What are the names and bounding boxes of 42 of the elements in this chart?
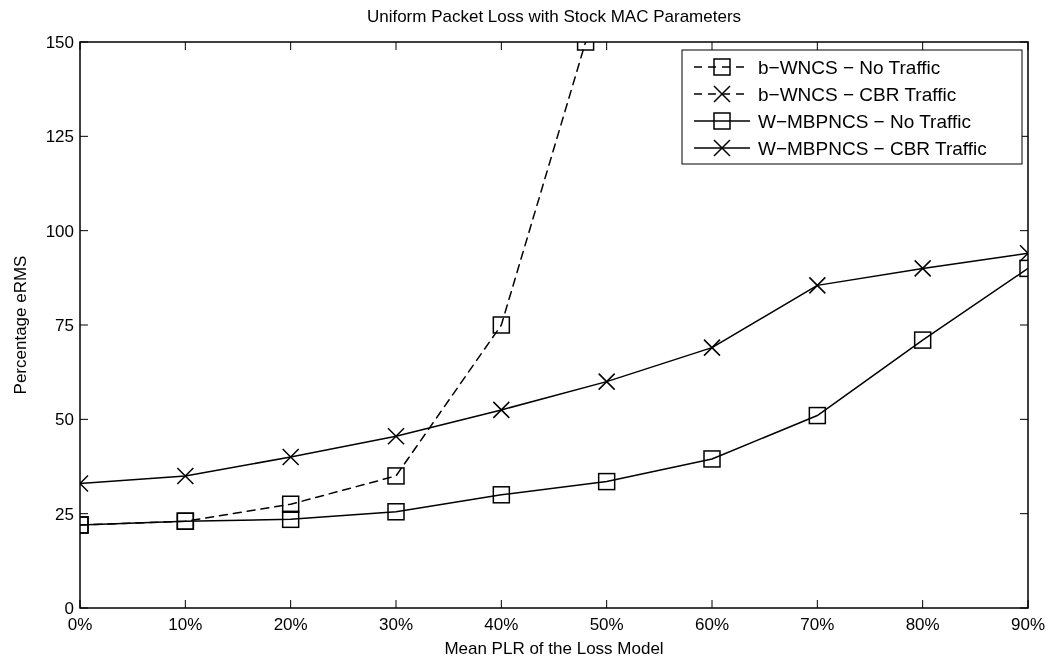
- legend-label: b−WNCS − No Traffic: [758, 57, 941, 78]
- x-tick-label: 80%: [905, 615, 940, 634]
- point: [913, 259, 932, 278]
- x-tick-label: 20%: [273, 615, 308, 634]
- point: [387, 503, 405, 521]
- chart-title: Uniform Packet Loss with Stock MAC Parameters: [366, 7, 742, 26]
- y-axis-title: Percentage eRMS: [11, 255, 30, 395]
- x-tick-label: 50%: [589, 615, 624, 634]
- point: [703, 338, 721, 357]
- legend-label: W−MBPNCS − CBR Traffic: [758, 138, 987, 159]
- x-tick-label: 0%: [67, 615, 93, 634]
- y-tick-label: 75: [55, 316, 74, 335]
- x-tick-label: 10%: [168, 615, 203, 634]
- point: [808, 406, 827, 425]
- x-tick-label: 30%: [378, 615, 414, 634]
- y-tick-label: 0: [64, 599, 74, 618]
- point: [492, 316, 511, 334]
- point: [913, 331, 932, 349]
- point: [176, 467, 195, 485]
- point: [281, 510, 300, 529]
- y-tick-label: 150: [45, 33, 74, 52]
- point: [387, 467, 405, 485]
- x-tick-label: 70%: [800, 615, 835, 634]
- point: [597, 472, 616, 491]
- y-tick-label: 50: [55, 410, 74, 430]
- x-tick-label: 60%: [694, 615, 730, 634]
- point: [597, 372, 616, 391]
- legend-label: W−MBPNCS − No Traffic: [758, 111, 971, 132]
- legend-label: b−WNCS − CBR Traffic: [758, 84, 957, 105]
- y-tick-label: 25: [55, 504, 74, 524]
- point: [492, 486, 511, 504]
- x-tick-label: 90%: [1010, 615, 1046, 634]
- point: [281, 448, 300, 466]
- x-tick-label: 40%: [484, 615, 519, 634]
- point: [387, 427, 405, 446]
- y-tick-label: 100: [45, 221, 74, 241]
- y-tick-label: 125: [45, 127, 74, 147]
- point: [808, 276, 827, 295]
- point: [492, 401, 511, 419]
- point: [281, 495, 300, 513]
- x-axis-title: Mean PLR of the Loss Model: [444, 639, 664, 658]
- point: [703, 450, 721, 468]
